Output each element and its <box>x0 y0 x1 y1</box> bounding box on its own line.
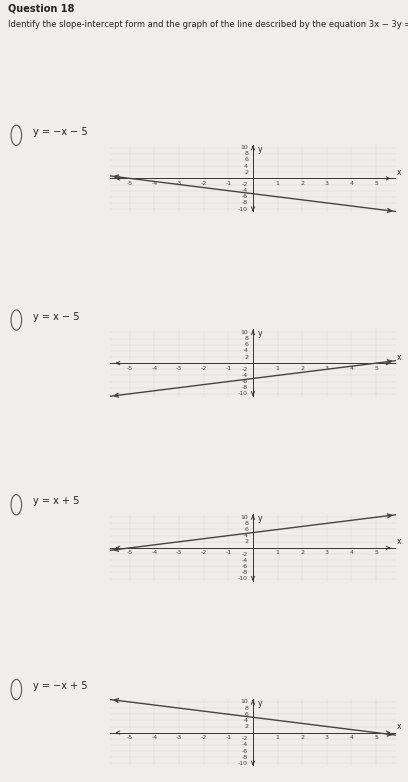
Text: 2: 2 <box>244 354 248 360</box>
Text: -6: -6 <box>242 748 248 754</box>
Text: x: x <box>397 168 401 177</box>
Text: y: y <box>258 515 262 523</box>
Text: 6: 6 <box>244 343 248 347</box>
Text: -2: -2 <box>242 737 248 741</box>
Text: 1: 1 <box>276 366 279 371</box>
Text: y: y <box>258 145 262 154</box>
Text: 4: 4 <box>244 163 248 169</box>
Text: -3: -3 <box>176 181 182 186</box>
Text: 2: 2 <box>244 170 248 174</box>
Text: -10: -10 <box>238 576 248 581</box>
Text: -8: -8 <box>242 200 248 206</box>
Text: 4: 4 <box>349 366 353 371</box>
Text: x: x <box>397 537 401 547</box>
Text: 6: 6 <box>244 527 248 532</box>
Text: y: y <box>258 329 262 339</box>
Text: 3: 3 <box>325 181 329 186</box>
Text: -4: -4 <box>242 373 248 378</box>
Text: -4: -4 <box>151 366 157 371</box>
Text: 10: 10 <box>240 699 248 705</box>
Text: 4: 4 <box>349 551 353 555</box>
Text: -1: -1 <box>225 181 231 186</box>
Text: -2: -2 <box>201 551 207 555</box>
Text: 5: 5 <box>374 181 378 186</box>
Text: 2: 2 <box>244 724 248 729</box>
Text: y = −x − 5: y = −x − 5 <box>33 127 87 137</box>
Text: -2: -2 <box>201 181 207 186</box>
Text: 5: 5 <box>374 551 378 555</box>
Text: 8: 8 <box>244 521 248 526</box>
Text: 10: 10 <box>240 145 248 150</box>
Text: x: x <box>397 722 401 731</box>
Text: -8: -8 <box>242 386 248 390</box>
Text: -6: -6 <box>242 379 248 384</box>
Text: y = x − 5: y = x − 5 <box>33 311 79 321</box>
Text: 8: 8 <box>244 336 248 341</box>
Text: -3: -3 <box>176 366 182 371</box>
Text: -10: -10 <box>238 391 248 396</box>
Text: -1: -1 <box>225 366 231 371</box>
Text: 2: 2 <box>300 551 304 555</box>
Text: 2: 2 <box>300 181 304 186</box>
Text: 3: 3 <box>325 735 329 740</box>
Text: -2: -2 <box>242 551 248 557</box>
Text: 5: 5 <box>374 366 378 371</box>
Text: -4: -4 <box>242 558 248 563</box>
Text: 1: 1 <box>276 551 279 555</box>
Text: 4: 4 <box>244 718 248 723</box>
Text: 2: 2 <box>244 540 248 544</box>
Text: -3: -3 <box>176 551 182 555</box>
Text: -4: -4 <box>242 188 248 193</box>
Text: 4: 4 <box>349 735 353 740</box>
Text: 10: 10 <box>240 515 248 520</box>
Text: y = x + 5: y = x + 5 <box>33 497 79 507</box>
Text: -10: -10 <box>238 761 248 766</box>
Text: Identify the slope-intercept form and the graph of the line described by the equ: Identify the slope-intercept form and th… <box>8 20 408 29</box>
Text: y = −x + 5: y = −x + 5 <box>33 681 87 691</box>
Text: -10: -10 <box>238 206 248 212</box>
Text: -1: -1 <box>225 735 231 740</box>
Text: 4: 4 <box>349 181 353 186</box>
Text: -2: -2 <box>242 367 248 371</box>
Text: -8: -8 <box>242 755 248 759</box>
Text: 10: 10 <box>240 330 248 335</box>
Text: x: x <box>397 353 401 361</box>
Text: -4: -4 <box>242 742 248 748</box>
Text: 5: 5 <box>374 735 378 740</box>
Text: 8: 8 <box>244 705 248 711</box>
Text: 4: 4 <box>244 533 248 538</box>
Text: -4: -4 <box>151 551 157 555</box>
Text: -1: -1 <box>225 551 231 555</box>
Text: 6: 6 <box>244 157 248 163</box>
Text: -2: -2 <box>201 366 207 371</box>
Text: 2: 2 <box>300 366 304 371</box>
Text: -5: -5 <box>127 366 133 371</box>
Text: -5: -5 <box>127 551 133 555</box>
Text: 3: 3 <box>325 551 329 555</box>
Text: -4: -4 <box>151 735 157 740</box>
Text: 3: 3 <box>325 366 329 371</box>
Text: -5: -5 <box>127 735 133 740</box>
Text: -6: -6 <box>242 194 248 199</box>
Text: 1: 1 <box>276 735 279 740</box>
Text: y: y <box>258 699 262 708</box>
Text: 4: 4 <box>244 348 248 353</box>
Text: -2: -2 <box>242 182 248 187</box>
Text: 2: 2 <box>300 735 304 740</box>
Text: Question 18: Question 18 <box>8 4 75 14</box>
Text: -2: -2 <box>201 735 207 740</box>
Text: -3: -3 <box>176 735 182 740</box>
Text: 6: 6 <box>244 712 248 717</box>
Text: 8: 8 <box>244 152 248 156</box>
Text: -8: -8 <box>242 570 248 575</box>
Text: -4: -4 <box>151 181 157 186</box>
Text: -6: -6 <box>242 564 248 569</box>
Text: 1: 1 <box>276 181 279 186</box>
Text: -5: -5 <box>127 181 133 186</box>
